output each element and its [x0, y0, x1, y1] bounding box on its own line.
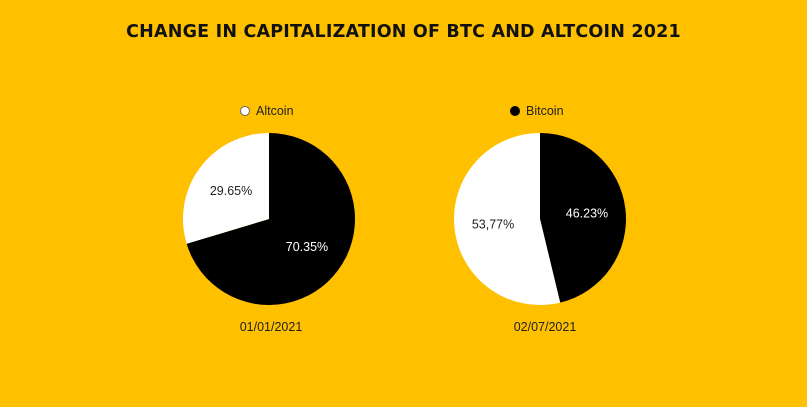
legend-label-bitcoin: Bitcoin	[526, 104, 564, 118]
pie-date-right: 02/07/2021	[513, 320, 577, 334]
legend-swatch-altcoin	[240, 106, 250, 116]
legend-swatch-bitcoin	[510, 106, 520, 116]
pie-slice-bitcoin	[540, 133, 626, 303]
pie-slice-altcoin	[454, 133, 561, 305]
legend-right: Bitcoin	[510, 104, 564, 118]
pie-label-bitcoin: 46.23%	[566, 206, 608, 220]
legend-label-altcoin: Altcoin	[256, 104, 294, 118]
legend-left: Altcoin	[240, 104, 294, 118]
pie-date-left: 01/01/2021	[239, 320, 303, 334]
pie-label-bitcoin: 70.35%	[286, 240, 328, 254]
chart-title: CHANGE IN CAPITALIZATION OF BTC AND ALTC…	[126, 22, 681, 42]
pie-label-altcoin: 53,77%	[472, 218, 514, 232]
pie-slice-altcoin	[182, 133, 269, 244]
pie-label-altcoin: 29.65%	[210, 184, 252, 198]
pie-slice-bitcoin	[186, 133, 355, 305]
pie-chart-2021-01-01: 70.35% 29.65%	[182, 133, 355, 305]
pie-chart-2021-07-02: 46.23% 53,77%	[454, 133, 626, 305]
